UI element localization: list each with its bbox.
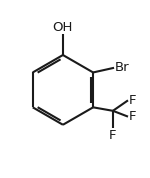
Text: F: F	[109, 129, 117, 142]
Text: Br: Br	[115, 61, 129, 74]
Text: F: F	[129, 94, 136, 107]
Text: OH: OH	[53, 20, 73, 33]
Text: F: F	[129, 110, 136, 123]
